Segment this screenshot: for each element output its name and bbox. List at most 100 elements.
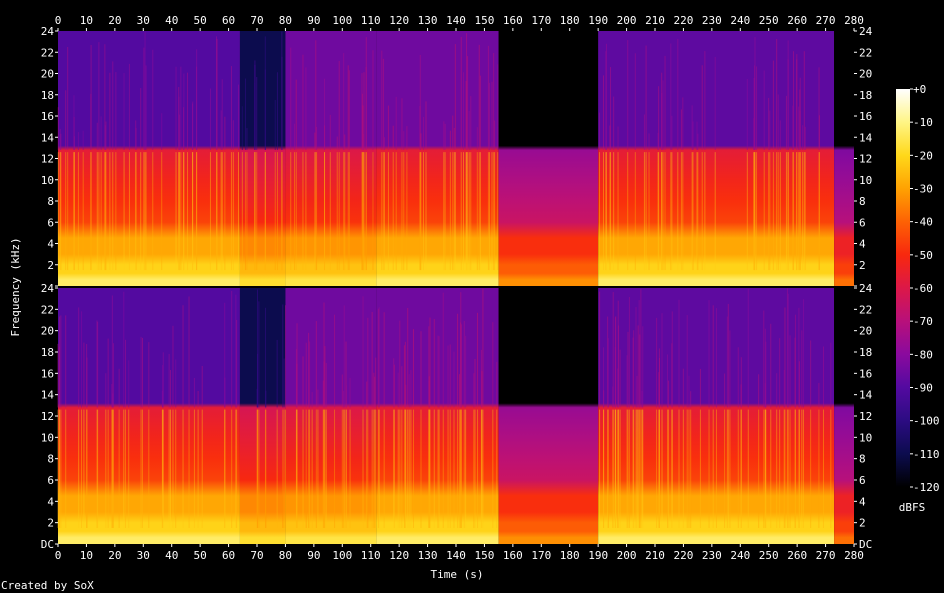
y-tick-label-left: 10 [41,174,54,187]
x-tick-label-top: 160 [503,14,523,27]
x-tick-label-top: 140 [446,14,466,27]
spectrogram-segment [834,288,854,544]
x-tick-label-bottom: 80 [279,549,292,562]
x-tick-label-bottom: 150 [474,549,494,562]
x-tick-label-bottom: 230 [702,549,722,562]
x-tick-label-bottom: 20 [108,549,121,562]
spectrogram-texture [57,31,820,271]
y-tick-label-right: 8 [859,195,866,208]
colorbar-tick-label: -20 [913,149,933,162]
y-tick-label-left: 4 [47,238,54,251]
spectrogram-segment [285,288,377,544]
y-tick-label-right: 12 [859,410,872,423]
y-tick-label-right: 20 [859,68,872,81]
spectrogram-segment [834,31,854,286]
y-tick-label-right: 10 [859,174,872,187]
colorbar-tick-label: -70 [913,315,933,328]
x-axis: 0 0 10 10 20 20 30 30 40 40 50 50 60 60 70 70 80 80 90 90 10… [55,14,864,562]
y-tick-label-right: 2 [859,259,866,272]
x-tick-label-bottom: 270 [816,549,836,562]
x-axis-title: Time (s) [431,568,484,581]
y-tick-label-right: DC [859,538,872,551]
x-tick-label-top: 70 [250,14,263,27]
x-tick-label-top: 280 [844,14,864,27]
x-tick-label-top: 100 [332,14,352,27]
colorbar-tick-label: -80 [913,348,933,361]
colorbar-tick-label: -50 [913,249,933,262]
y-tick-label-left: 24 [41,25,55,38]
x-tick-label-top: 270 [816,14,836,27]
colorbar-tick-label: -30 [913,183,933,196]
x-tick-label-top: 250 [759,14,779,27]
colorbar-label: dBFS [899,501,926,514]
y-tick-label-left: 10 [41,431,54,444]
x-tick-label-top: 10 [80,14,93,27]
x-tick-label-bottom: 70 [250,549,263,562]
x-tick-label-bottom: 0 [55,549,62,562]
y-tick-label-right: 6 [859,216,866,229]
x-tick-label-bottom: 170 [531,549,551,562]
y-tick-label-left: 12 [41,153,54,166]
y-tick-label-left: 14 [41,389,55,402]
spectrogram-segment [376,288,499,544]
x-tick-label-bottom: 250 [759,549,779,562]
footer-credit: Created by SoX [1,579,94,592]
x-tick-label-bottom: 130 [418,549,438,562]
y-tick-label-left: 22 [41,303,54,316]
x-tick-label-top: 30 [137,14,150,27]
x-tick-label-bottom: 140 [446,549,466,562]
y-tick-label-right: 14 [859,131,873,144]
x-tick-label-top: 0 [55,14,62,27]
x-tick-label-bottom: 160 [503,549,523,562]
spectrogram-segment [598,31,835,286]
y-tick-label-left: 8 [47,453,54,466]
spectrogram-segment [239,288,286,544]
y-tick-label-left: 24 [41,282,55,295]
y-axis-title: Frequency (kHz) [9,237,22,336]
spectrogram-segment [498,288,599,544]
y-tick-label-left: 22 [41,46,54,59]
colorbar-tick-label: -10 [913,116,933,129]
x-tick-label-bottom: 50 [194,549,207,562]
y-tick-label-right: 24 [859,282,873,295]
y-tick-label-left: DC [41,538,54,551]
colorbar-tick-label: -120 [913,481,940,494]
x-tick-label-top: 90 [307,14,320,27]
x-tick-label-bottom: 110 [361,549,381,562]
y-tick-label-right: 12 [859,153,872,166]
x-tick-label-bottom: 190 [588,549,608,562]
x-tick-label-bottom: 280 [844,549,864,562]
x-tick-label-bottom: 100 [332,549,352,562]
spectrogram-segment [376,31,499,286]
y-tick-label-right: 6 [859,474,866,487]
x-tick-label-top: 230 [702,14,722,27]
y-tick-label-left: 20 [41,325,54,338]
x-tick-label-top: 220 [673,14,693,27]
y-tick-label-right: 4 [859,238,866,251]
y-tick-label-right: 20 [859,325,872,338]
colorbar-tick-label: -90 [913,382,933,395]
x-tick-label-top: 210 [645,14,665,27]
y-tick-label-left: 8 [47,195,54,208]
colorbar-tick-label: +0 [913,83,926,96]
y-tick-label-left: 4 [47,495,54,508]
y-tick-label-right: 22 [859,303,872,316]
y-tick-label-left: 6 [47,216,54,229]
x-tick-label-top: 20 [108,14,121,27]
x-tick-label-top: 170 [531,14,551,27]
colorbar: +0 -10 -20 -30 -40 -50 -60 -70 -80 -90 -100 -110 -12… [896,83,940,494]
x-tick-label-top: 150 [474,14,494,27]
y-tick-label-right: 8 [859,453,866,466]
x-tick-label-top: 130 [418,14,438,27]
x-tick-label-top: 60 [222,14,235,27]
spectrogram-segment [498,31,599,286]
x-tick-label-bottom: 210 [645,549,665,562]
y-tick-label-right: 18 [859,89,872,102]
x-tick-label-bottom: 220 [673,549,693,562]
y-tick-label-left: 12 [41,410,54,423]
y-tick-label-right: 16 [859,110,872,123]
y-tick-label-right: 4 [859,495,866,508]
